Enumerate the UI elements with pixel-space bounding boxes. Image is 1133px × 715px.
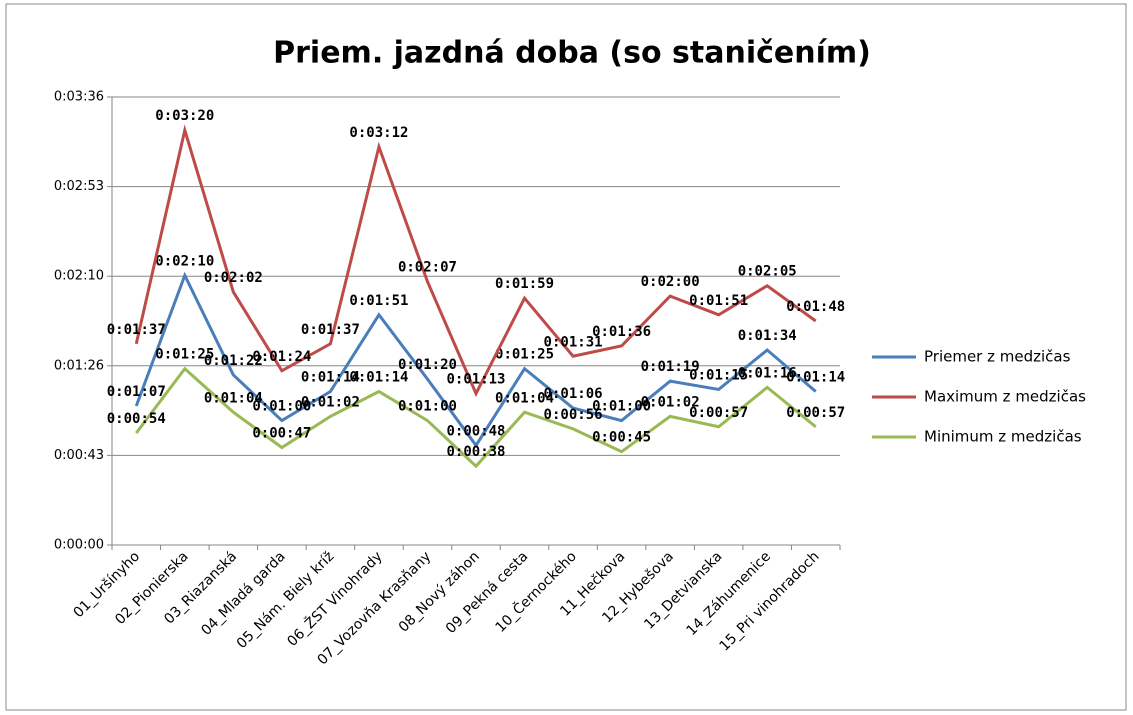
value-label: 0:01:02 [641,394,700,410]
value-label: 0:00:47 [252,426,311,442]
chart-border [5,3,1127,711]
value-label: 0:02:05 [738,264,797,280]
legend-label: Minimum z medzičas [924,428,1082,446]
value-label: 0:02:07 [398,260,457,276]
value-label: 0:01:25 [155,347,214,363]
chart-title: Priem. jazdná doba (so staničením) [273,36,871,71]
value-label: 0:03:12 [349,125,408,141]
value-label: 0:01:06 [544,386,603,402]
value-label: 0:01:00 [592,399,651,415]
value-label: 0:01:51 [349,293,408,309]
value-label: 0:01:37 [301,322,360,338]
y-tick-label: 0:00:43 [54,448,104,463]
legend-label: Maximum z medzičas [924,388,1086,406]
value-label: 0:00:54 [107,411,166,427]
value-label: 0:00:57 [689,405,748,421]
value-label: 0:02:00 [641,274,700,290]
value-label: 0:00:48 [446,423,505,439]
value-label: 0:00:56 [544,407,603,423]
y-tick-label: 0:01:26 [54,358,104,373]
series-line [134,271,817,449]
value-label: 0:01:04 [495,390,554,406]
value-label: 0:02:02 [204,270,263,286]
y-tick-label: 0:02:53 [54,179,104,194]
value-label: 0:01:00 [252,399,311,415]
value-label: 0:03:20 [155,108,214,124]
value-label: 0:01:25 [495,347,554,363]
value-label: 0:01:20 [398,357,457,373]
value-label: 0:01:14 [349,370,408,386]
value-label: 0:01:14 [786,370,845,386]
value-label: 0:01:22 [204,353,263,369]
value-label: 0:01:59 [495,276,554,292]
value-label: 0:01:02 [301,394,360,410]
y-tick-label: 0:00:00 [54,538,104,553]
value-label: 0:01:00 [398,399,457,415]
value-label: 0:01:07 [107,384,166,400]
y-tick-label: 0:03:36 [54,90,104,105]
value-label: 0:01:16 [738,365,797,381]
value-label: 0:02:10 [155,253,214,269]
value-label: 0:01:31 [544,334,603,350]
value-label: 0:01:14 [301,370,360,386]
y-tick-label: 0:02:10 [54,269,104,284]
value-label: 0:01:34 [738,328,797,344]
value-label: 0:01:15 [689,367,748,383]
value-label: 0:01:36 [592,324,651,340]
value-label: 0:01:51 [689,293,748,309]
value-label: 0:01:37 [107,322,166,338]
value-label: 0:00:57 [786,405,845,421]
value-label: 0:00:38 [446,444,505,460]
value-label: 0:01:19 [641,359,700,375]
value-label: 0:00:45 [592,430,651,446]
value-label: 0:01:24 [252,349,311,365]
value-label: 0:01:13 [446,372,505,388]
value-label: 0:01:48 [786,299,845,315]
value-label: 0:01:04 [204,390,263,406]
legend-label: Priemer z medzičas [924,348,1071,366]
series-line [134,124,817,398]
series-line [135,366,817,469]
